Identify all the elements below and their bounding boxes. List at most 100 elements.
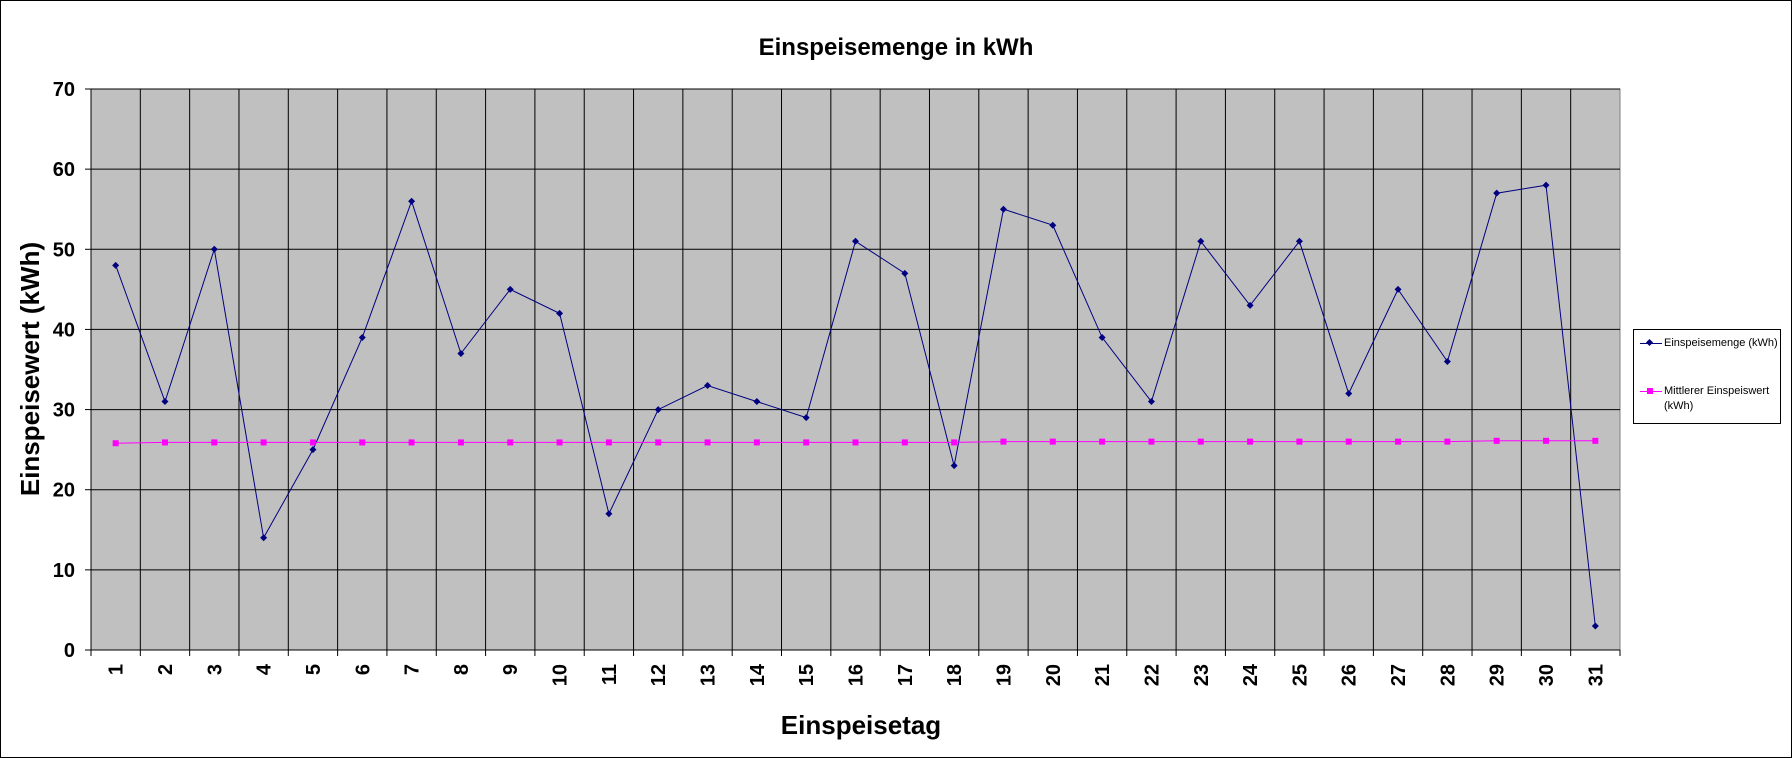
y-tick-label: 10 xyxy=(53,560,75,582)
legend: Einspeisemenge (kWh) Mittlerer Einspeisw… xyxy=(1633,329,1781,424)
data-point-mittlerer xyxy=(901,439,908,446)
data-point-einspeisemenge xyxy=(704,382,712,390)
x-tick-label: 8 xyxy=(451,664,473,675)
x-tick-label: 15 xyxy=(796,664,818,686)
y-axis-title: Einspeisewert (kWh) xyxy=(15,242,45,496)
data-point-mittlerer xyxy=(951,439,958,446)
data-point-mittlerer xyxy=(1296,438,1303,445)
data-point-mittlerer xyxy=(1197,438,1204,445)
data-point-einspeisemenge xyxy=(950,462,958,470)
data-point-einspeisemenge xyxy=(802,414,810,422)
x-tick-label: 11 xyxy=(599,664,621,685)
x-tick-label: 25 xyxy=(1289,664,1311,686)
x-tick-label: 5 xyxy=(303,664,325,675)
x-tick-label: 24 xyxy=(1240,663,1262,686)
legend-swatch-mittlerer xyxy=(1638,384,1664,399)
data-point-einspeisemenge xyxy=(1493,189,1501,197)
data-point-einspeisemenge xyxy=(654,406,662,414)
data-point-einspeisemenge xyxy=(1443,357,1451,365)
x-tick-label: 29 xyxy=(1487,664,1509,686)
data-point-einspeisemenge xyxy=(556,309,564,317)
data-point-mittlerer xyxy=(507,439,514,446)
data-point-mittlerer xyxy=(457,439,464,446)
data-point-mittlerer xyxy=(161,439,168,446)
x-tick-label: 16 xyxy=(846,664,868,686)
y-tick-label: 20 xyxy=(53,480,75,502)
x-tick-label: 30 xyxy=(1536,664,1558,686)
y-tick-labels: 0 10 20 30 40 50 60 70 xyxy=(53,79,75,662)
legend-label-einspeisemenge: Einspeisemenge (kWh) xyxy=(1664,337,1778,349)
gridlines xyxy=(91,88,1620,650)
data-point-mittlerer xyxy=(1592,437,1599,444)
x-tick-label: 4 xyxy=(254,663,276,675)
legend-item-mittlerer: Mittlerer Einspeiswert (kWh) xyxy=(1638,384,1778,414)
x-tick-label: 31 xyxy=(1585,664,1607,686)
y-tick-label: 70 xyxy=(53,79,75,101)
x-tick-label: 3 xyxy=(204,664,226,675)
x-tick-label: 17 xyxy=(895,664,917,686)
x-tick-label: 10 xyxy=(550,664,572,686)
data-point-mittlerer xyxy=(1148,438,1155,445)
data-point-mittlerer xyxy=(112,440,119,447)
data-point-einspeisemenge xyxy=(1147,398,1155,406)
data-point-einspeisemenge xyxy=(1542,181,1550,189)
data-point-mittlerer xyxy=(655,439,662,446)
x-tick-label: 20 xyxy=(1043,664,1065,686)
data-point-mittlerer xyxy=(1493,437,1500,444)
data-point-einspeisemenge xyxy=(1197,237,1205,245)
legend-item-einspeisemenge: Einspeisemenge (kWh) xyxy=(1638,336,1778,351)
data-point-mittlerer xyxy=(1395,438,1402,445)
data-point-mittlerer xyxy=(359,439,366,446)
data-point-mittlerer xyxy=(1000,438,1007,445)
data-point-einspeisemenge xyxy=(901,269,909,277)
data-point-mittlerer xyxy=(605,439,612,446)
data-point-einspeisemenge xyxy=(1345,390,1353,398)
y-tick-label: 30 xyxy=(53,400,75,422)
x-tick-label: 1 xyxy=(106,664,128,675)
data-point-einspeisemenge xyxy=(408,197,416,205)
x-tick-label: 21 xyxy=(1092,664,1114,686)
data-point-mittlerer xyxy=(852,439,859,446)
y-tick-label: 40 xyxy=(53,319,75,341)
x-tick-label: 12 xyxy=(648,664,670,686)
data-point-einspeisemenge xyxy=(358,333,366,341)
data-point-einspeisemenge xyxy=(112,261,120,269)
x-tick-label: 9 xyxy=(500,664,522,675)
data-point-mittlerer xyxy=(1049,438,1056,445)
x-tick-label: 19 xyxy=(993,664,1015,686)
plot-background xyxy=(90,88,1621,651)
data-point-einspeisemenge xyxy=(1591,622,1599,630)
data-point-einspeisemenge xyxy=(1098,333,1106,341)
chart-title: Einspeisemenge in kWh xyxy=(759,34,1034,61)
data-point-einspeisemenge xyxy=(506,285,514,293)
data-point-mittlerer xyxy=(1543,437,1550,444)
x-tick-label: 2 xyxy=(155,664,177,675)
data-point-mittlerer xyxy=(1444,438,1451,445)
data-point-mittlerer xyxy=(260,439,267,446)
x-tick-label: 13 xyxy=(698,664,720,686)
data-point-mittlerer xyxy=(211,439,218,446)
data-point-einspeisemenge xyxy=(753,398,761,406)
data-point-einspeisemenge xyxy=(852,237,859,245)
data-point-mittlerer xyxy=(753,439,760,446)
x-tick-label: 18 xyxy=(944,664,966,686)
data-point-einspeisemenge xyxy=(605,510,613,518)
data-point-einspeisemenge xyxy=(1394,285,1402,293)
data-point-mittlerer xyxy=(704,439,711,446)
y-tick-label: 50 xyxy=(53,239,75,261)
x-tick-label: 26 xyxy=(1339,664,1361,686)
data-series xyxy=(112,181,1599,630)
x-axis-title: Einspeisetag xyxy=(781,710,941,740)
data-point-mittlerer xyxy=(309,439,316,446)
data-point-mittlerer xyxy=(408,439,415,446)
data-point-mittlerer xyxy=(1345,438,1352,445)
x-tick-label: 7 xyxy=(402,664,424,675)
data-point-mittlerer xyxy=(1247,438,1254,445)
data-point-einspeisemenge xyxy=(161,398,169,406)
x-tick-label: 14 xyxy=(747,663,769,686)
x-tick-labels: 1 2 3 4 5 6 7 8 9 10 11 12 13 14 15 16 17 18 19 20 21 22 23 24 2… xyxy=(106,663,1608,686)
data-point-mittlerer xyxy=(556,439,563,446)
y-tick-label: 60 xyxy=(53,159,75,181)
